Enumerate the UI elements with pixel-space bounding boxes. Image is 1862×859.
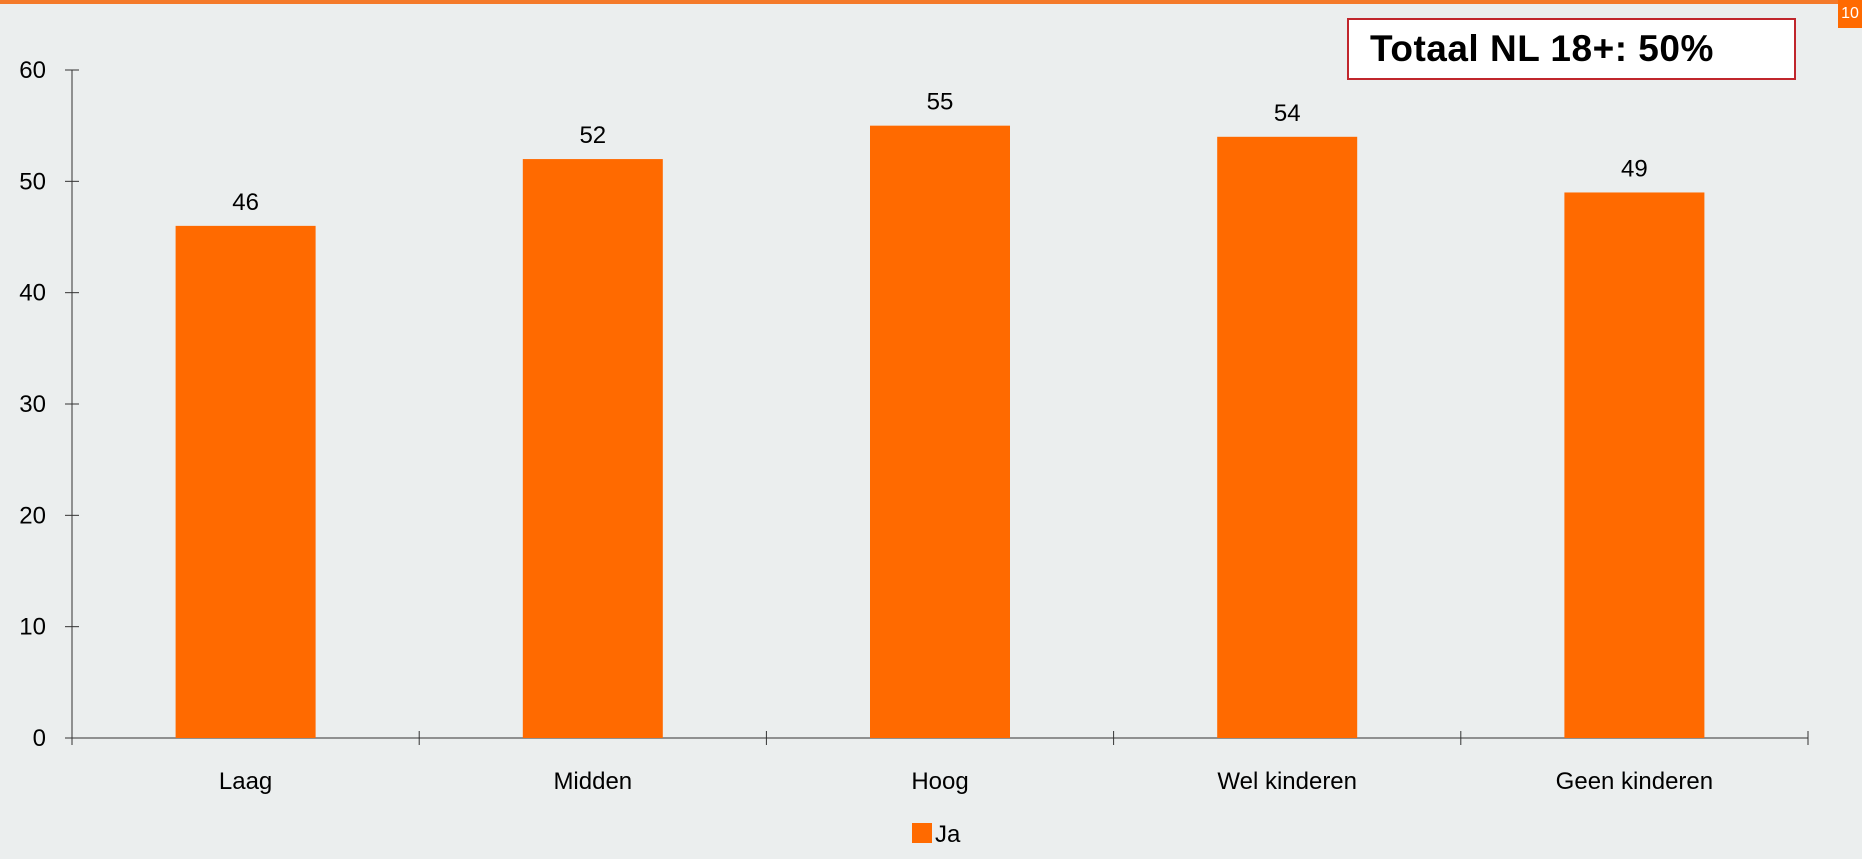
data-label: 52	[579, 122, 606, 149]
data-label: 54	[1274, 100, 1301, 127]
top-rule	[0, 0, 1838, 4]
bar-geen-kinderen	[1564, 192, 1705, 738]
y-tick-label: 20	[19, 502, 46, 529]
x-category-label: Geen kinderen	[1556, 768, 1713, 795]
x-category-label: Hoog	[911, 768, 968, 795]
y-tick-label: 60	[19, 57, 46, 84]
total-nl-callout: Totaal NL 18+: 50%	[1347, 18, 1796, 80]
y-tick-label: 50	[19, 168, 46, 195]
x-category-label: Midden	[553, 768, 632, 795]
x-category-label: Laag	[219, 768, 272, 795]
legend-swatch	[912, 823, 932, 843]
chart-bars	[175, 125, 1705, 739]
y-tick-label: 10	[19, 614, 46, 641]
x-category-label: Wel kinderen	[1217, 768, 1357, 795]
bar-wel-kinderen	[1217, 136, 1358, 739]
data-label: 49	[1621, 155, 1648, 182]
y-tick-label: 0	[33, 725, 46, 752]
chart-labels: 46 Laag 52 Midden 55 Hoog 54 Wel kinderen 49 Geen…	[219, 89, 1713, 795]
data-label: 46	[232, 189, 259, 216]
bar-laag	[175, 225, 316, 738]
bar-midden	[522, 159, 663, 739]
chart-legend: Ja	[912, 821, 961, 848]
y-tick-label: 40	[19, 280, 46, 307]
y-tick-label: 30	[19, 391, 46, 418]
page-number: 10	[1838, 0, 1862, 28]
legend-label: Ja	[935, 821, 961, 848]
bar-hoog	[870, 125, 1010, 738]
data-label: 55	[927, 89, 954, 116]
